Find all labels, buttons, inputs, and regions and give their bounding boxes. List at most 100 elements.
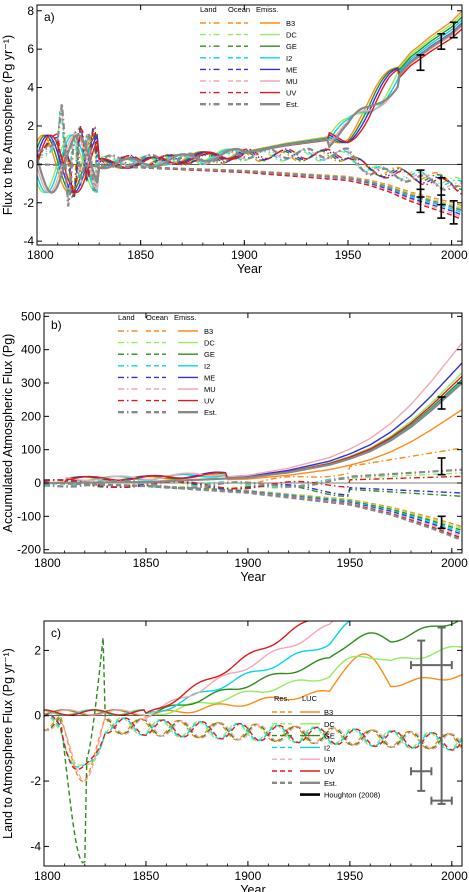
y-axis-label: Land to Atmosphere Flux (Pg yr⁻¹) [1, 648, 15, 839]
x-axis-label: Year [240, 570, 265, 584]
legend-column-header: Land [200, 5, 217, 14]
legend-item: B3 [118, 327, 213, 336]
y-tick-label: 500 [21, 309, 41, 323]
legend-item: B3 [200, 19, 295, 28]
series-res-UM [44, 716, 462, 782]
x-tick-label: 1950 [337, 869, 364, 883]
plot-frame [36, 4, 463, 246]
legend-item: UV [272, 767, 334, 776]
error-bar [437, 457, 446, 476]
legend-label: I2 [204, 362, 210, 371]
legend-item: MU [200, 77, 298, 86]
series-emiss-Est. [44, 382, 462, 485]
panel-a: 1800 1850 1900 1950 2000 -4 -2 0 2 4 6 8 Year Flux to… [1, 4, 468, 276]
legend-label: MU [286, 77, 298, 86]
legend-label: MU [204, 385, 216, 394]
y-tick-label: 0 [27, 157, 34, 171]
series-land-UV [44, 475, 462, 490]
series-ocean-Est. [44, 481, 462, 542]
legend-label: Est. [324, 779, 337, 788]
legend-column-header: LUC [302, 694, 318, 703]
panel-label: b) [51, 318, 62, 332]
legend-column-header: Res. [274, 694, 289, 703]
series-emiss-DC [44, 372, 462, 484]
error-bar [430, 796, 453, 805]
legend-item: GE [118, 350, 215, 359]
panel-c: 1800 1850 1900 1950 2000 -4 -2 0 2 Year Land to At… [1, 620, 468, 892]
series-ocean-DC [44, 482, 462, 530]
legend-label: B3 [204, 327, 213, 336]
legend-label: DC [204, 339, 215, 348]
series-res-DC [44, 713, 462, 766]
y-tick-label: 400 [21, 343, 41, 357]
series-res-B3 [44, 714, 462, 783]
legend-label: GE [324, 732, 335, 741]
y-tick-label: -200 [17, 543, 41, 557]
series-ocean-UV [37, 163, 462, 221]
panel-label: a) [44, 10, 55, 24]
legend-item: Est. [118, 408, 217, 417]
legend-column-header: Ocean [146, 313, 168, 322]
legend-item: DC [272, 720, 335, 729]
legend-label: UV [204, 397, 214, 406]
legend-item: UM [272, 755, 336, 764]
x-tick-label: 1900 [235, 869, 262, 883]
x-tick-label: 1950 [335, 248, 362, 262]
error-bar [449, 200, 458, 225]
x-tick-label: 1800 [34, 556, 61, 570]
y-tick-label: 2 [27, 119, 34, 133]
x-tick-label: 1800 [27, 248, 54, 262]
legend-item: UV [200, 89, 296, 98]
error-bar [410, 767, 433, 776]
x-tick-label: 1800 [34, 869, 61, 883]
y-tick-label: -4 [30, 839, 41, 853]
series-luc-DC [44, 645, 462, 716]
y-tick-label: 200 [21, 409, 41, 423]
series-res-UV [44, 713, 462, 771]
legend-label: I2 [324, 743, 330, 752]
legend-item: DC [200, 31, 297, 40]
legend-label: B3 [324, 708, 333, 717]
y-axis-label: Flux to the Atmosphere (Pg yr⁻¹) [1, 35, 15, 215]
y-tick-label: -2 [23, 196, 34, 210]
legend-label: I2 [286, 54, 292, 63]
legend-item: MU [118, 385, 216, 394]
legend-column-header: Emiss. [174, 313, 197, 322]
series-emiss-Est. [37, 23, 462, 194]
y-tick-label: -2 [30, 774, 41, 788]
error-bar [410, 661, 453, 670]
error-bar [416, 169, 425, 198]
series-emiss-ME [44, 362, 462, 484]
plot-area [44, 342, 462, 542]
legend-item: UV [118, 397, 214, 406]
series-land-ME [37, 125, 462, 198]
y-tick-label: 0 [34, 476, 41, 490]
legend-label: GE [204, 350, 215, 359]
series-emiss-DC [37, 13, 462, 194]
panel-b: 1800 1850 1900 1950 2000 -200 -100 0 100 200 300 40… [1, 309, 468, 584]
plot-frame [43, 312, 463, 554]
legend-item: I2 [118, 362, 210, 371]
y-tick-label: 2 [34, 643, 41, 657]
legend-label: UM [324, 755, 336, 764]
y-tick-label: 100 [21, 443, 41, 457]
y-tick-label: 8 [27, 4, 34, 18]
y-tick-label: 0 [34, 709, 41, 723]
legend-label: UV [286, 89, 296, 98]
legend-label: B3 [286, 19, 295, 28]
legend-label: UV [324, 767, 334, 776]
series-ocean-Est. [37, 163, 462, 212]
y-tick-label: 6 [27, 42, 34, 56]
x-tick-label: 1900 [235, 556, 262, 570]
plot-area [44, 621, 462, 864]
legend-item: I2 [200, 54, 292, 63]
legend-item: GE [272, 732, 335, 741]
error-bar [437, 515, 446, 530]
series-emiss-MU [44, 342, 462, 484]
legend-item: ME [118, 373, 215, 382]
legend-item: DC [118, 339, 215, 348]
y-axis-label: Accumulated Atmospheric Flux (Pg) [1, 334, 15, 533]
plot-area [37, 10, 462, 225]
error-bar [449, 21, 458, 39]
